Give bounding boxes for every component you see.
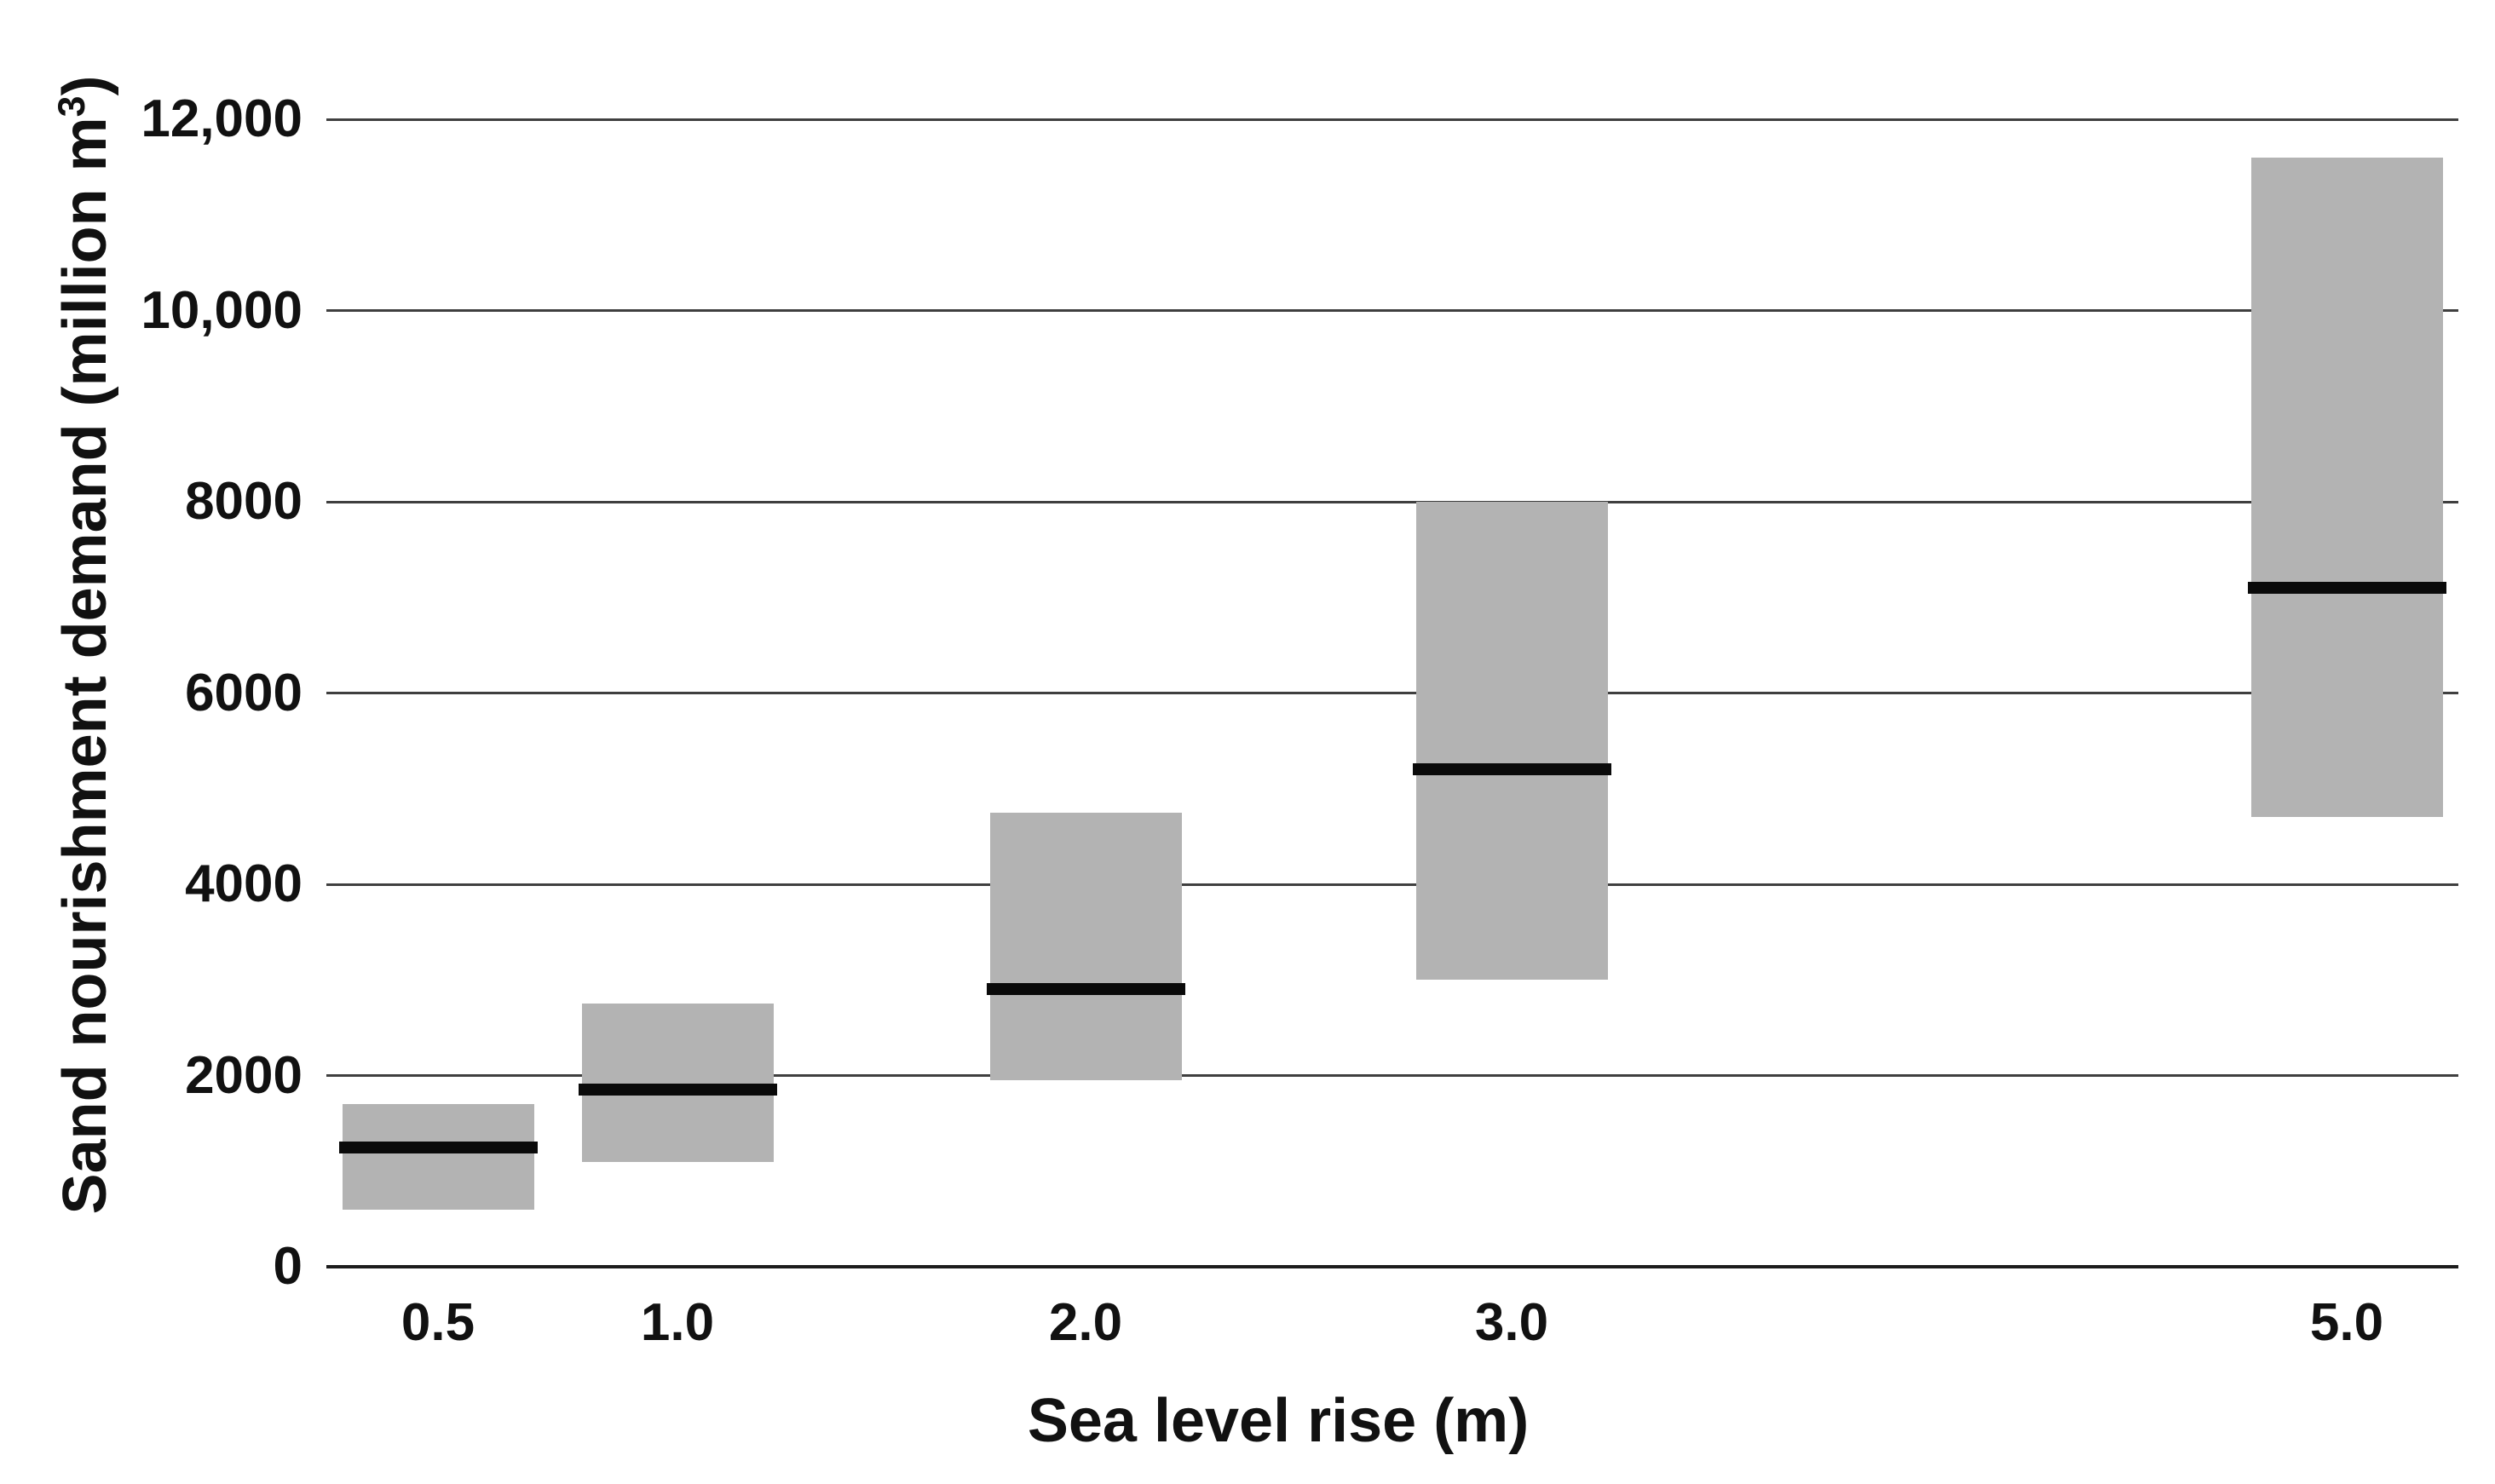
gridline-4000 (326, 883, 2458, 886)
y-tick-label-4000: 4000 (185, 854, 303, 913)
x-tick-label-1.0: 1.0 (640, 1293, 715, 1352)
gridline-6000 (326, 692, 2458, 694)
bar-slr-1.0 (581, 1004, 774, 1162)
bar-slr-3.0 (1415, 502, 1608, 981)
median-line-slr-0.5 (338, 1141, 538, 1153)
bar-slr-2.0 (989, 812, 1182, 1081)
y-tick-label-0: 0 (273, 1237, 303, 1296)
y-tick-label-8000: 8000 (185, 472, 303, 531)
median-line-slr-5.0 (2247, 582, 2446, 595)
x-tick-label-3.0: 3.0 (1474, 1293, 1549, 1352)
x-tick-label-5.0: 5.0 (2309, 1293, 2384, 1352)
x-tick-label-0.5: 0.5 (400, 1293, 475, 1352)
bar-slr-0.5 (342, 1104, 534, 1210)
y-tick-label-6000: 6000 (185, 663, 303, 722)
y-tick-label-10000: 10,000 (141, 280, 303, 340)
gridline-2000 (326, 1074, 2458, 1077)
y-tick-label-2000: 2000 (185, 1045, 303, 1105)
gridline-10000 (326, 309, 2458, 312)
gridline-8000 (326, 500, 2458, 503)
x-axis-title: Sea level rise (m) (1027, 1387, 1530, 1455)
bar-slr-5.0 (2250, 157, 2443, 818)
median-line-slr-1.0 (578, 1084, 777, 1096)
gridline-12000 (326, 118, 2458, 121)
median-line-slr-3.0 (1412, 763, 1611, 776)
x-tick-label-2.0: 2.0 (1048, 1293, 1123, 1352)
x-axis-line (326, 1265, 2458, 1268)
median-line-slr-2.0 (986, 983, 1185, 996)
y-tick-label-12000: 12,000 (141, 89, 303, 148)
